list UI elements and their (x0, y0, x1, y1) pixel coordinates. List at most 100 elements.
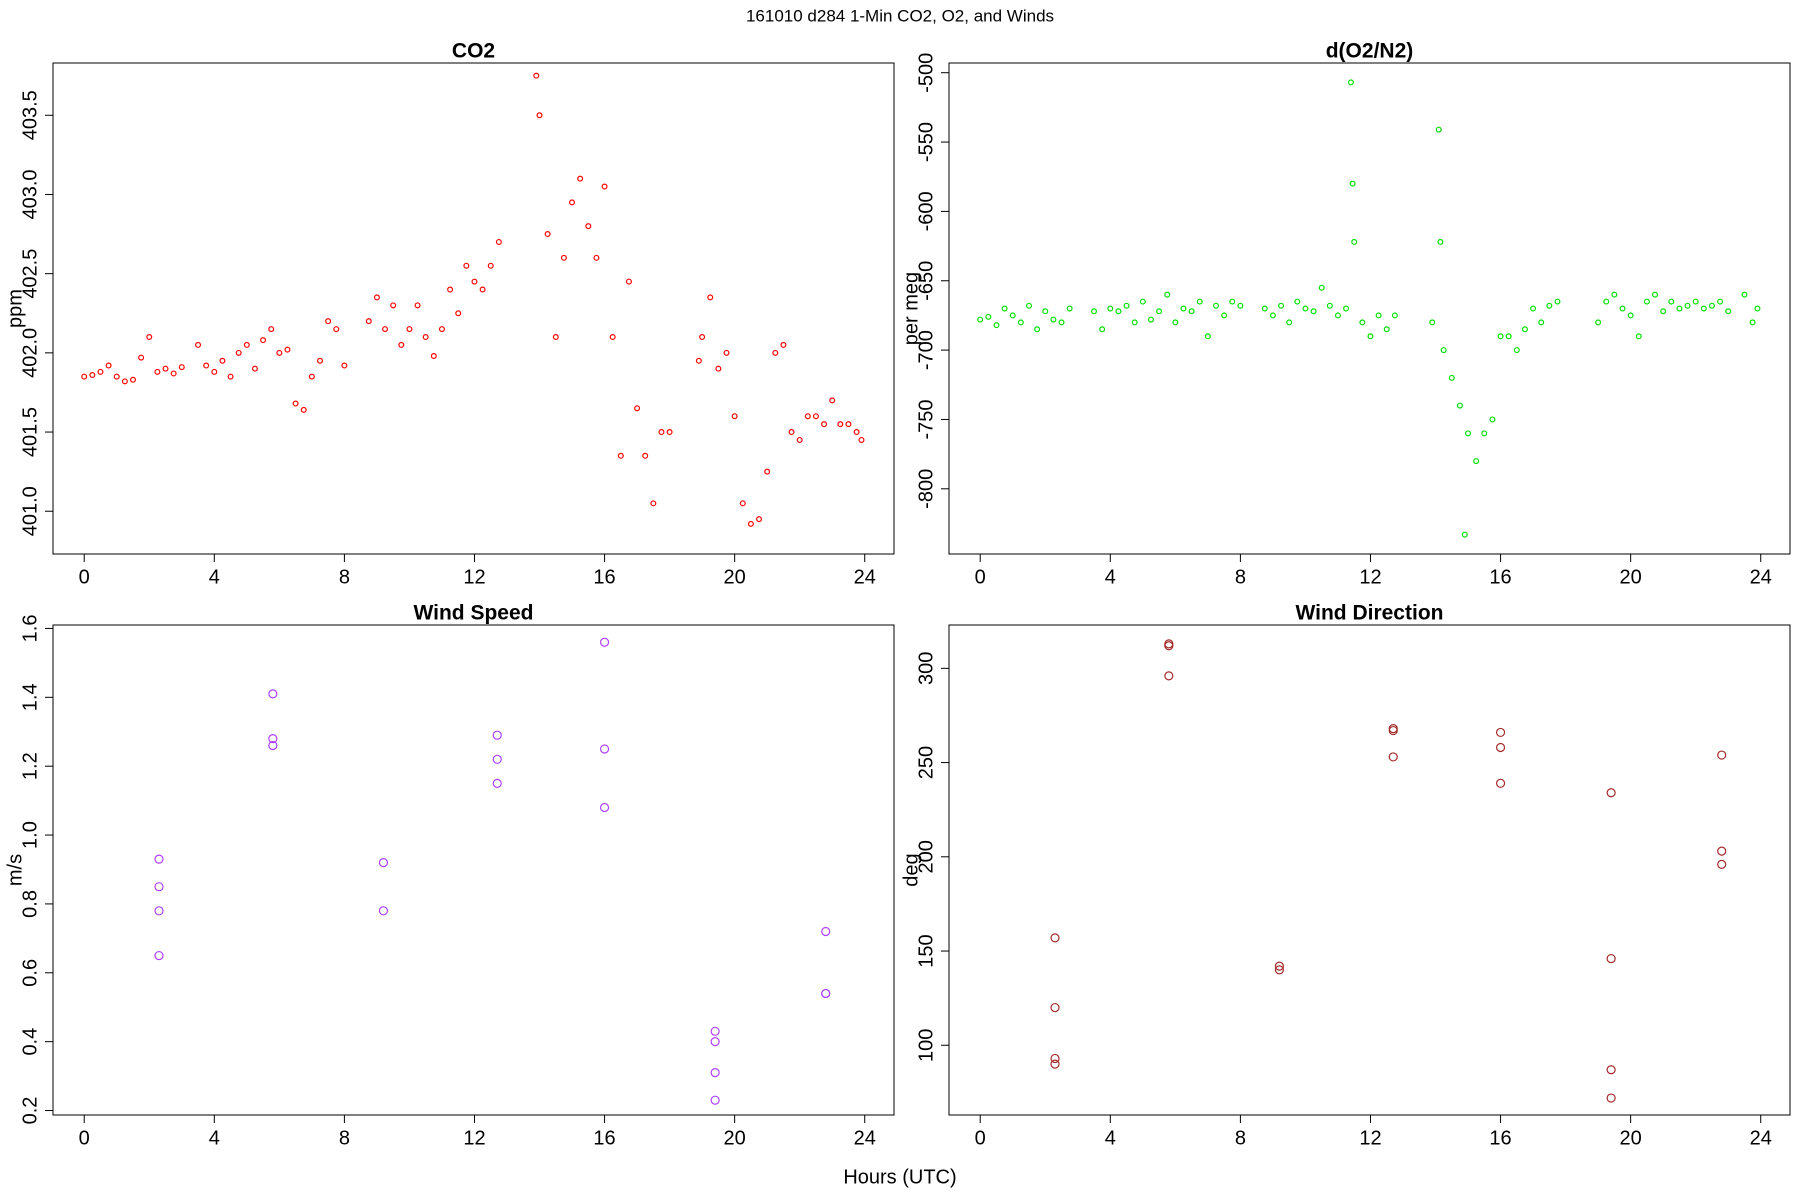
data-point (235, 349, 242, 356)
data-point (162, 365, 169, 372)
data-point (593, 254, 600, 261)
y-tick-label: 1.2 (19, 752, 41, 780)
data-point (1505, 333, 1512, 340)
data-point (1660, 308, 1667, 315)
data-point (1286, 319, 1293, 326)
x-tick-label: 16 (1489, 566, 1511, 588)
data-point (1754, 305, 1761, 312)
data-point (821, 421, 828, 428)
x-tick-label: 12 (1359, 1127, 1381, 1149)
data-point (1717, 859, 1727, 869)
data-point (544, 231, 551, 238)
data-point (438, 326, 445, 333)
y-tick-label: -700 (915, 330, 937, 370)
data-point (89, 372, 96, 379)
data-point (977, 316, 984, 323)
data-point (1212, 302, 1219, 309)
data-point (536, 112, 543, 119)
data-point (1435, 126, 1442, 133)
data-point (1042, 308, 1049, 315)
data-point (373, 294, 380, 301)
figure-title: 161010 d284 1-Min CO2, O2, and Winds (746, 6, 1054, 25)
data-point (1349, 180, 1356, 187)
y-tick-label: 0.6 (19, 959, 41, 987)
y-tick-label: -550 (915, 122, 937, 162)
data-point (617, 452, 624, 459)
y-tick-label: -600 (915, 191, 937, 231)
data-point (268, 326, 275, 333)
data-point (1334, 312, 1341, 319)
y-tick-label: 0.8 (19, 890, 41, 918)
data-point (300, 406, 307, 413)
data-point (625, 278, 632, 285)
data-point (569, 199, 576, 206)
data-point (492, 778, 502, 788)
data-point (1603, 298, 1610, 305)
data-point (1521, 326, 1528, 333)
panel-title: Wind Direction (1296, 602, 1444, 625)
data-point (479, 286, 486, 293)
data-point (731, 413, 738, 420)
panel: Wind Direction deg 0 4 8 12 16 20 24 100 150 200 250… (900, 602, 1791, 1149)
y-tick-label: 1.4 (19, 683, 41, 711)
data-point (1123, 302, 1130, 309)
data-point (268, 734, 278, 744)
data-point (1359, 319, 1366, 326)
data-point (1099, 326, 1106, 333)
panel-title: Wind Speed (414, 602, 534, 625)
data-point (533, 72, 540, 79)
data-point (1383, 326, 1390, 333)
data-point (1606, 788, 1616, 798)
data-point (154, 906, 164, 916)
data-point (650, 500, 657, 507)
data-point (430, 353, 437, 360)
data-point (1131, 319, 1138, 326)
data-point (81, 373, 88, 380)
x-axis-title: Hours (UTC) (843, 1166, 956, 1188)
data-point (1196, 298, 1203, 305)
x-tick-label: 16 (1489, 1127, 1511, 1149)
y-axis-title: m/s (4, 854, 26, 886)
data-point (378, 906, 389, 916)
data-point (1034, 326, 1041, 333)
data-point (1204, 333, 1211, 340)
plot-frame (948, 624, 1791, 1116)
data-point (406, 326, 413, 333)
data-point (260, 337, 267, 344)
data-point (1351, 238, 1358, 245)
data-point (1717, 846, 1727, 856)
y-tick-label: -800 (915, 469, 937, 509)
x-tick-label: 20 (724, 566, 746, 588)
data-point (333, 326, 340, 333)
x-tick-label: 8 (1235, 1127, 1246, 1149)
data-point (1326, 302, 1333, 309)
data-point (1017, 319, 1024, 326)
data-point (1741, 291, 1748, 298)
data-point (1495, 727, 1506, 738)
data-point (1440, 347, 1447, 354)
data-point (1164, 641, 1174, 651)
data-point (796, 436, 803, 443)
y-tick-label: 300 (915, 652, 937, 685)
data-point (710, 1095, 720, 1105)
data-point (599, 637, 610, 647)
x-tick-label: 4 (209, 1127, 220, 1149)
data-point (105, 362, 112, 369)
data-point (308, 373, 315, 380)
y-tick-label: 402.5 (19, 249, 41, 299)
data-point (764, 468, 771, 475)
data-point (552, 334, 559, 341)
x-tick-label: 12 (463, 1127, 485, 1149)
data-point (601, 183, 608, 190)
data-point (154, 882, 164, 892)
data-point (170, 370, 177, 377)
data-point (1388, 725, 1398, 736)
data-point (382, 326, 389, 333)
data-point (211, 368, 218, 375)
data-point (243, 341, 250, 348)
data-point (1391, 312, 1398, 319)
data-point (1050, 1053, 1060, 1064)
data-point (365, 318, 372, 325)
data-point (1172, 319, 1179, 326)
